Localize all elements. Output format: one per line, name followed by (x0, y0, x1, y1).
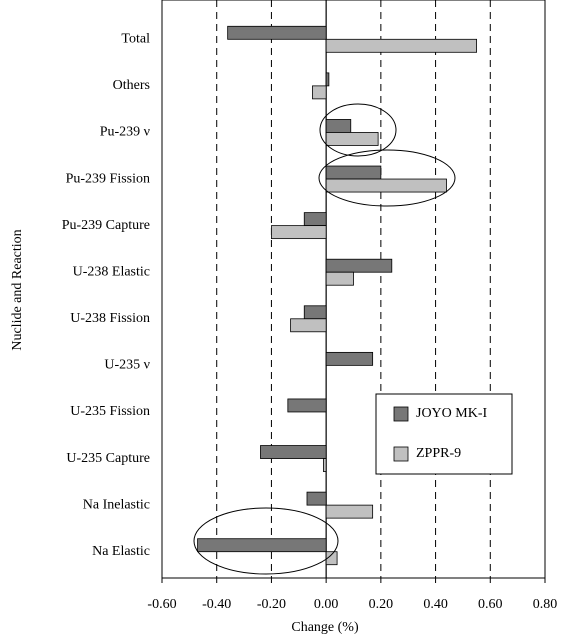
y-tick-label: Na Elastic (92, 544, 150, 559)
bar (325, 165, 382, 180)
x-tick-label: -0.40 (202, 597, 231, 612)
bar (325, 504, 374, 519)
bar (287, 398, 327, 413)
y-tick-label: U-235 Fission (70, 404, 150, 419)
y-axis-label: Nuclide and Reaction (10, 229, 25, 350)
y-tick-label: U-235 ν (104, 358, 150, 373)
legend-swatch (393, 406, 409, 422)
x-tick-label: -0.20 (257, 597, 286, 612)
x-axis-label: Change (%) (291, 620, 359, 635)
plot-frame (161, 0, 546, 579)
bar (325, 132, 379, 146)
y-tick-label: Pu-239 Capture (62, 218, 150, 233)
legend-label: ZPPR-9 (416, 446, 461, 461)
bar (325, 38, 478, 53)
bar (227, 25, 327, 40)
y-tick-label: Total (121, 32, 150, 47)
x-tick-label: 0.60 (478, 597, 503, 612)
bar (325, 178, 447, 193)
bar (325, 72, 330, 87)
x-tick-label: -0.60 (147, 597, 176, 612)
bar (306, 491, 327, 506)
legend-label: JOYO MK-I (416, 406, 488, 421)
y-tick-label: Others (113, 78, 150, 93)
y-tick-label: U-235 Capture (66, 451, 150, 466)
x-tick-label: 0.40 (423, 597, 448, 612)
bar (325, 271, 354, 286)
bar (260, 445, 327, 459)
bar (312, 85, 327, 100)
bar (323, 458, 327, 472)
bar (271, 225, 327, 240)
legend-swatch (393, 446, 409, 462)
y-tick-label: Na Inelastic (83, 497, 150, 512)
annotation-ellipse (318, 149, 456, 207)
annotation-ellipse (319, 103, 397, 157)
x-tick-label: 0.80 (533, 597, 558, 612)
x-tick-label: 0.00 (314, 597, 339, 612)
bar (303, 305, 327, 320)
bar (325, 551, 338, 566)
bar (325, 351, 374, 366)
y-tick-label: Pu-239 ν (100, 125, 150, 140)
annotation-ellipse (193, 507, 339, 575)
y-tick-label: U-238 Elastic (73, 264, 150, 279)
y-tick-label: Pu-239 Fission (66, 171, 150, 186)
bar (325, 119, 352, 133)
bar (325, 258, 393, 273)
bar (290, 318, 327, 333)
bar (303, 212, 327, 227)
y-tick-label: U-238 Fission (70, 311, 150, 326)
x-tick-label: 0.20 (369, 597, 394, 612)
bar (197, 538, 327, 553)
